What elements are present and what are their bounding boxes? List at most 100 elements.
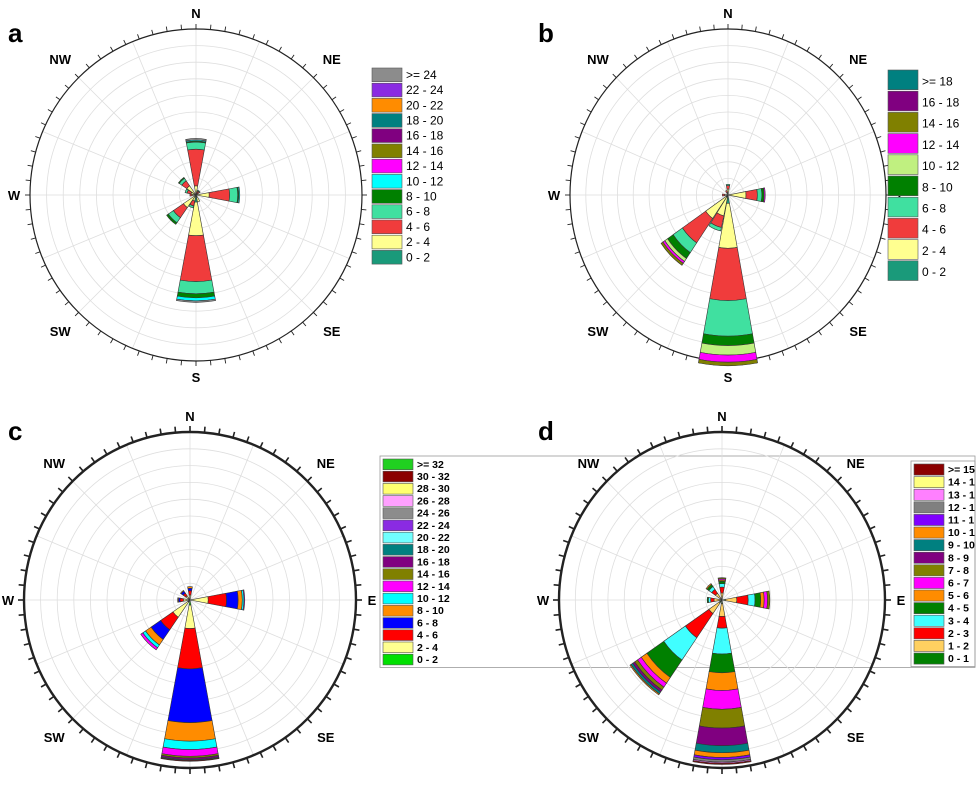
rim-tick (323, 302, 327, 305)
rim-tick (782, 34, 784, 39)
rim-tick (124, 345, 126, 350)
rim-tick (686, 355, 687, 360)
rim-tick (827, 729, 831, 734)
rim-tick (175, 427, 176, 433)
rim-tick (353, 629, 359, 630)
rim-tick (881, 238, 886, 239)
legend-label: 16 - 18 (922, 96, 960, 110)
rim-tick (567, 224, 572, 225)
legend-label: >= 32 (417, 459, 444, 471)
rim-tick (693, 429, 694, 435)
legend-swatch (888, 155, 918, 175)
rim-tick (563, 657, 569, 659)
legend-swatch (383, 605, 413, 616)
windrose-plot: NNEESESSWWNW (537, 409, 906, 780)
rim-tick (65, 85, 69, 88)
legend-swatch (372, 98, 402, 112)
legend-swatch (914, 577, 944, 588)
rim-tick (260, 752, 263, 757)
legend-swatch (372, 144, 402, 158)
rim-tick (152, 30, 153, 35)
rim-tick (613, 312, 617, 316)
direction-label: N (185, 409, 194, 424)
rim-tick (79, 729, 83, 734)
direction-label: SE (323, 324, 341, 339)
rim-tick (659, 345, 661, 350)
grid-spoke (722, 600, 873, 664)
legend-label: 0 - 2 (417, 654, 438, 666)
rim-tick (307, 477, 311, 481)
grid-spoke (722, 445, 784, 600)
petal-segment (192, 597, 209, 604)
rim-tick (707, 767, 708, 773)
legend-swatch (383, 642, 413, 653)
rim-tick (91, 738, 94, 743)
rim-tick (317, 708, 322, 712)
rim-tick (594, 97, 598, 100)
legend-label: 6 - 8 (922, 202, 946, 216)
legend-label: 24 - 26 (417, 508, 450, 520)
rim-tick (871, 123, 876, 125)
rim-tick (840, 74, 844, 78)
rim-tick (326, 500, 331, 503)
grid-spoke (190, 600, 343, 664)
direction-label: NE (849, 52, 867, 67)
rim-tick (782, 351, 784, 356)
grid-spoke (728, 131, 874, 195)
petal-segment (720, 587, 725, 593)
panel-label: a (8, 18, 23, 48)
rim-tick (575, 252, 580, 254)
rim-tick (56, 97, 60, 100)
rim-tick (849, 85, 853, 88)
rim-tick (28, 657, 34, 659)
rim-tick (769, 30, 770, 35)
rim-tick (138, 34, 140, 39)
legend-label: 2 - 4 (417, 642, 438, 654)
windrose-plot: NNEESESSWWNW (8, 6, 383, 385)
grid-spoke (196, 131, 349, 195)
legend-label: 11 - 1 (948, 515, 974, 527)
rim-tick (647, 339, 650, 343)
rim-tick (575, 137, 580, 139)
rim-tick (865, 278, 869, 281)
legend-swatch (383, 593, 413, 604)
legend-label: 20 - 22 (406, 98, 444, 112)
grid-spoke (73, 481, 190, 600)
rim-tick (638, 745, 641, 750)
petal-segment (186, 142, 205, 150)
legend-label: 10 - 12 (417, 593, 450, 605)
legend-label: 8 - 10 (922, 180, 953, 194)
rim-tick (28, 224, 33, 225)
grid-spoke (79, 78, 196, 195)
rim-tick (736, 767, 737, 773)
rim-tick (225, 358, 226, 363)
legend-label: 22 - 24 (417, 520, 450, 532)
grid-spoke (196, 42, 260, 195)
rim-tick (554, 615, 560, 616)
direction-label: SW (44, 730, 66, 745)
petal-segment (188, 587, 193, 589)
rim-tick (346, 540, 352, 542)
petal-segment (178, 280, 214, 294)
rim-tick (317, 488, 322, 492)
rim-tick (837, 719, 841, 723)
direction-label: E (368, 593, 377, 608)
petal-segment (696, 726, 748, 746)
rim-tick (352, 137, 357, 139)
rim-tick (273, 449, 276, 454)
rim-tick (602, 719, 606, 723)
legend-swatch (372, 190, 402, 204)
rim-tick (830, 322, 833, 326)
rim-tick (659, 40, 661, 45)
petal-segment (746, 189, 758, 200)
legend-label: 16 - 18 (417, 556, 450, 568)
rim-tick (804, 449, 807, 454)
rim-tick (86, 64, 89, 68)
legend-swatch (372, 174, 402, 188)
rim-tick (635, 55, 638, 59)
rim-tick (323, 85, 327, 88)
rim-tick (571, 151, 576, 152)
direction-label: SE (847, 730, 865, 745)
